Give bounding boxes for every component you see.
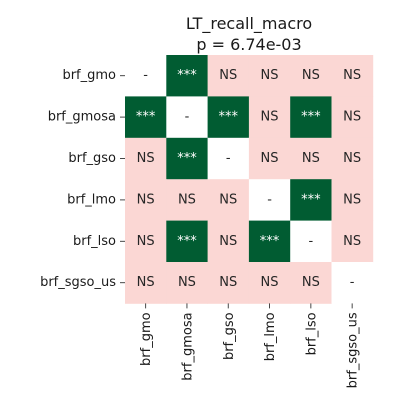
heatmap-cell — [207, 179, 250, 221]
heatmap-cell — [125, 55, 167, 97]
heatmap-cell — [331, 262, 374, 304]
heatmap-cell — [290, 220, 332, 263]
cell-label: - — [226, 151, 231, 166]
cell-label: - — [185, 110, 190, 125]
cell-label: NS — [219, 68, 237, 83]
heatmap-cell — [207, 96, 250, 139]
heatmap-cell — [248, 179, 291, 221]
heatmap-cell — [207, 220, 250, 263]
cell-label: - — [143, 68, 148, 83]
row-tick-label: brf_gso — [68, 151, 116, 166]
heatmap-cell — [125, 220, 167, 263]
cell-label: - — [308, 234, 313, 249]
cell-label: NS — [302, 151, 320, 166]
heatmap-cell — [248, 55, 291, 97]
heatmap-cell — [331, 179, 374, 221]
cell-label: NS — [137, 151, 155, 166]
cell-label: *** — [301, 110, 321, 125]
heatmap-cell — [331, 220, 374, 263]
heatmap-cell — [290, 262, 332, 304]
heatmap-cell — [290, 179, 332, 221]
cell-label: NS — [343, 110, 361, 125]
heatmap-cell — [248, 220, 291, 263]
row-tick-label: brf_lso — [73, 234, 116, 249]
cell-label: *** — [177, 151, 197, 166]
cell-label: NS — [261, 110, 279, 125]
heatmap-cell — [166, 55, 208, 97]
cell-label: *** — [177, 234, 197, 249]
cell-label: NS — [261, 68, 279, 83]
heatmap-cell — [248, 137, 291, 180]
cell-label: NS — [343, 151, 361, 166]
row-tick-label: brf_gmo — [62, 68, 116, 83]
column-tick-label: brf_gmo — [139, 312, 154, 366]
heatmap-cell — [248, 262, 291, 304]
cell-label: NS — [302, 275, 320, 290]
cell-label: NS — [219, 275, 237, 290]
heatmap-cell — [207, 137, 250, 180]
heatmap-cell — [248, 96, 291, 139]
cell-label: - — [267, 192, 272, 207]
chart-title: LT_recall_macro — [186, 14, 312, 34]
cell-label: NS — [219, 234, 237, 249]
heatmap-cell — [207, 55, 250, 97]
cell-label: NS — [261, 151, 279, 166]
column-labels: brf_gmo brf_gmosa brf_gso brf_lmo brf_lso brf… — [139, 303, 361, 388]
cell-label: *** — [260, 234, 280, 249]
cell-label: NS — [137, 234, 155, 249]
cell-label: NS — [343, 192, 361, 207]
heatmap-cell — [125, 262, 167, 304]
chart-subtitle: p = 6.74e-03 — [196, 35, 301, 54]
heatmap-cell — [166, 179, 208, 221]
heatmap-cell — [290, 55, 332, 97]
cell-label: - — [350, 275, 355, 290]
cell-label: *** — [219, 110, 239, 125]
cell-label: *** — [301, 192, 321, 207]
heatmap-cells: - *** NS NS NS NS *** - *** NS *** NS NS *** - NS NS NS NS… — [125, 55, 374, 304]
column-tick-label: brf_lso — [304, 312, 319, 355]
cell-label: NS — [343, 234, 361, 249]
column-tick-label: brf_sgso_us — [346, 312, 361, 388]
heatmap-cell — [166, 262, 208, 304]
heatmap-cell — [166, 96, 208, 139]
heatmap-cell — [166, 137, 208, 180]
heatmap-cell — [331, 96, 374, 139]
cell-label: *** — [136, 110, 156, 125]
heatmap-cell — [125, 179, 167, 221]
cell-label: *** — [177, 68, 197, 83]
heatmap-cell — [290, 96, 332, 139]
heatmap-cell — [125, 96, 167, 139]
heatmap-cell — [331, 137, 374, 180]
cell-label: NS — [178, 275, 196, 290]
cell-label: NS — [137, 192, 155, 207]
heatmap-cell — [331, 55, 374, 97]
column-tick-label: brf_gso — [222, 312, 237, 360]
row-labels: brf_gmo brf_gmosa brf_gso brf_lmo brf_lsobrf… — [40, 68, 125, 290]
cell-label: NS — [261, 275, 279, 290]
row-tick-label: brf_gmosa — [48, 110, 116, 125]
cell-label: NS — [343, 68, 361, 83]
cell-label: NS — [219, 192, 237, 207]
cell-label: NS — [137, 275, 155, 290]
heatmap-cell — [207, 262, 250, 304]
heatmap-cell — [290, 137, 332, 180]
row-tick-label: brf_sgso_us — [40, 275, 116, 290]
cell-label: NS — [178, 192, 196, 207]
column-tick-label: brf_gmosa — [180, 312, 195, 380]
cell-label: NS — [302, 68, 320, 83]
heatmap-cell — [166, 220, 208, 263]
column-tick-label: brf_lmo — [263, 312, 278, 361]
heatmap-cell — [125, 137, 167, 180]
row-tick-label: brf_lmo — [67, 192, 116, 207]
